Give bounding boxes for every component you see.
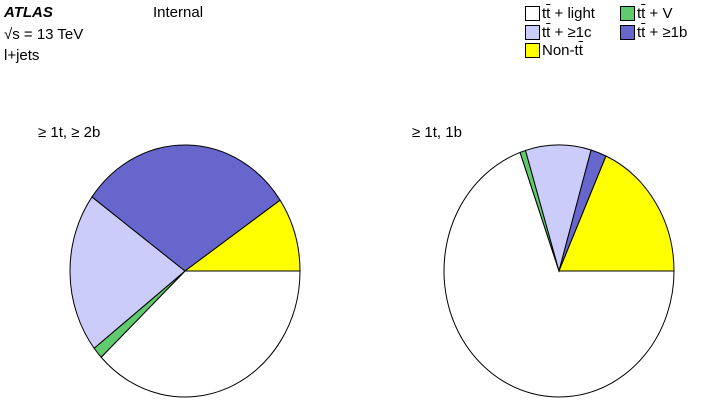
legend-swatch-tt-1c — [525, 25, 540, 40]
experiment-label: ATLAS — [4, 4, 53, 21]
pie-right-slice-non-tt — [558, 155, 675, 272]
legend-label-tt-1b: tt + ≥1b — [637, 24, 688, 41]
energy-label: √s = 13 TeV — [4, 26, 84, 43]
legend-label-tt-light: tt + light — [542, 5, 595, 22]
legend-swatch-tt-1b — [620, 25, 635, 40]
legend-swatch-tt-light — [525, 6, 540, 21]
pie-left-slice-non-tt — [183, 199, 301, 272]
pie-left-slice-tt-light — [100, 270, 301, 398]
status-label: Internal — [153, 4, 204, 21]
legend-swatch-non-tt — [525, 43, 540, 58]
pie-title-left: ≥ 1t, ≥ 2b — [38, 124, 101, 141]
channel-label: l+jets — [4, 47, 40, 64]
pie-right-slice-tt-light — [443, 151, 675, 398]
legend-label-non-tt: Non-tt — [542, 42, 583, 59]
pie-left-slice-tt-1b — [91, 144, 281, 272]
pie-title-right: ≥ 1t, 1b — [412, 124, 462, 141]
legend-label-tt-1c: tt + ≥1c — [542, 24, 592, 41]
legend-swatch-tt-v — [620, 6, 635, 21]
legend-label-tt-v: tt + V — [637, 5, 673, 22]
pie-left-slice-tt-1c — [69, 196, 186, 349]
